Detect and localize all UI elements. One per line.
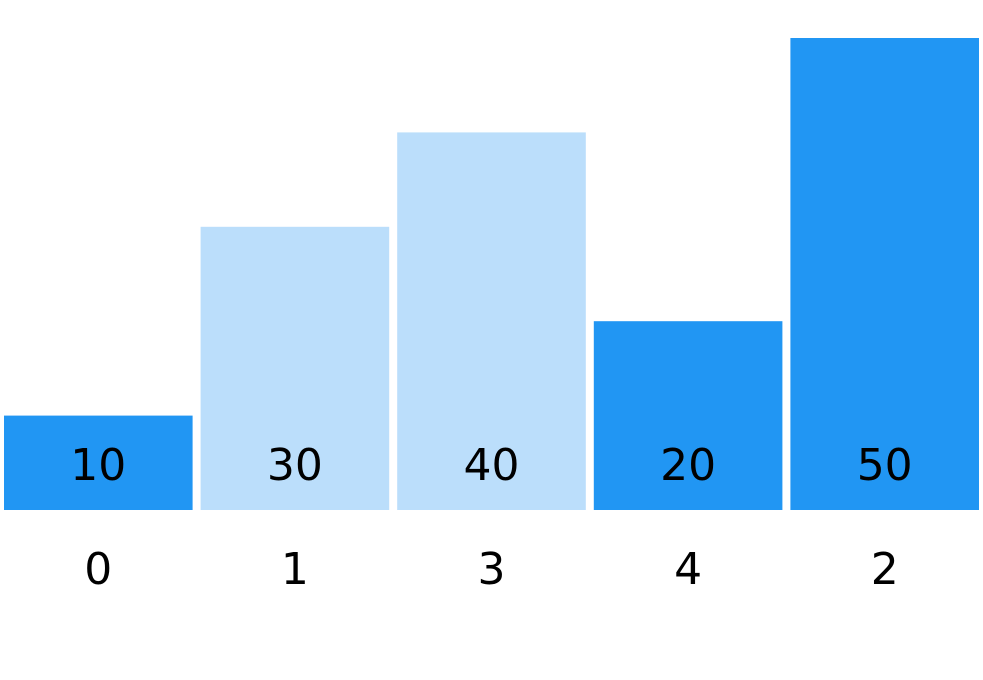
value-label-1: 30	[267, 440, 323, 491]
bar-2	[790, 38, 979, 510]
bar-4	[593, 321, 783, 510]
bars-layer	[4, 38, 979, 511]
x-tick-label-1: 1	[281, 544, 309, 595]
value-labels-layer: 10 30 40 20 50	[70, 440, 912, 491]
x-tick-label-3: 3	[478, 544, 506, 595]
x-tick-labels: 0 1 3 4 2	[84, 544, 898, 595]
x-tick-label-0: 0	[84, 544, 112, 595]
x-tick-label-4: 4	[674, 544, 702, 595]
bar-3	[397, 132, 586, 510]
bar-1	[200, 226, 390, 511]
value-label-4: 20	[660, 440, 716, 491]
value-label-2: 50	[857, 440, 913, 491]
x-tick-label-2: 2	[871, 544, 899, 595]
value-label-0: 10	[70, 440, 126, 491]
bar-0	[4, 415, 193, 510]
value-label-3: 40	[464, 440, 520, 491]
